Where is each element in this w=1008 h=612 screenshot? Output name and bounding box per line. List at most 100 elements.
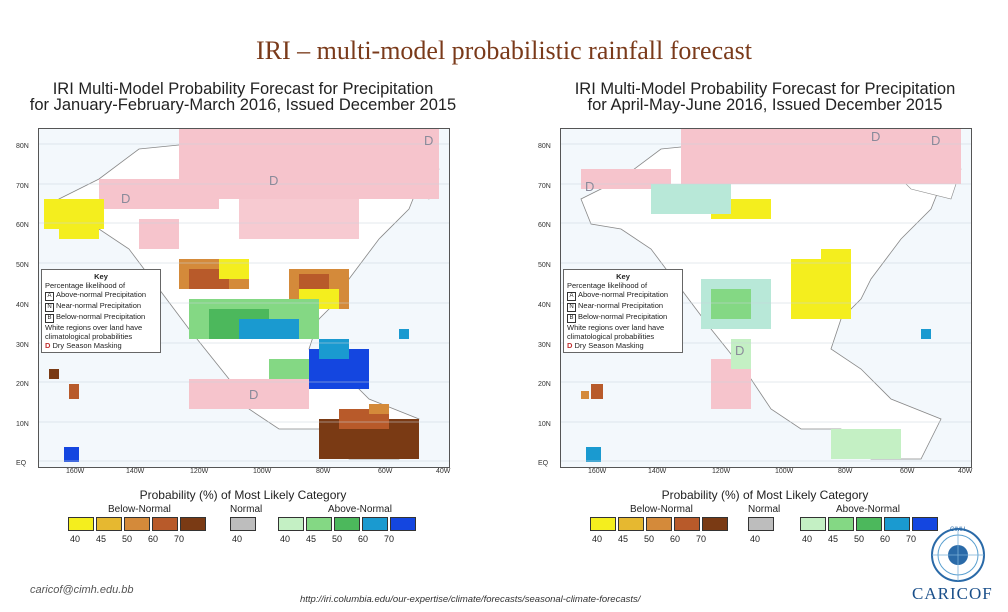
- lat-label: 10N: [538, 421, 551, 428]
- lon-label: 160W: [588, 468, 607, 475]
- lat-label: 70N: [16, 183, 29, 190]
- forecast-panel-amj: IRI Multi-Model Probability Forecast for…: [530, 76, 1000, 556]
- dry-mask-letter: D: [735, 343, 745, 358]
- legend-swatch: [124, 517, 150, 531]
- legend-normal-label: Normal: [748, 504, 781, 515]
- legend-title: Probability (%) of Most Likely Category: [139, 488, 347, 502]
- legend-tick: 50: [122, 534, 133, 544]
- key-white-note-2: climatological probabilities: [567, 332, 655, 341]
- legend-tick: 50: [644, 534, 655, 544]
- key-d-letter: D: [45, 341, 51, 350]
- key-dry-label: Dry Season Masking: [574, 341, 644, 350]
- lat-label: 50N: [16, 262, 29, 269]
- lat-label: EQ: [538, 460, 549, 467]
- key-title: Key: [94, 272, 108, 281]
- dry-mask-letter: D: [249, 387, 259, 402]
- lon-label: 40W: [958, 468, 973, 475]
- legend-swatch: [618, 517, 644, 531]
- lat-label: 10N: [16, 421, 29, 428]
- legend-tick: 40: [70, 534, 81, 544]
- key-a-box: A: [567, 292, 576, 301]
- key-b-box: B: [567, 314, 576, 323]
- lon-label: 140W: [648, 468, 667, 475]
- lon-label: 160W: [66, 468, 85, 475]
- lon-label: 120W: [712, 468, 731, 475]
- globe-icon: [931, 528, 985, 582]
- legend-swatch: [278, 517, 304, 531]
- legend-tick: 40: [750, 534, 761, 544]
- legend-below-label: Below-Normal: [108, 504, 171, 515]
- lat-label: 40N: [538, 302, 551, 309]
- cimh-logo: CIMH: [918, 525, 998, 607]
- legend-swatch: [180, 517, 206, 531]
- legend-normal-swatches: [748, 517, 776, 531]
- source-url[interactable]: http://iri.columbia.edu/our-expertise/cl…: [300, 594, 641, 605]
- caricof-logo: CARICOF: [912, 584, 993, 603]
- map-canvas: [561, 129, 971, 462]
- key-white-note-1: White regions over land have: [567, 323, 665, 332]
- legend-tick: 40: [802, 534, 813, 544]
- lon-label: 80W: [316, 468, 331, 475]
- legend-title: Probability (%) of Most Likely Category: [661, 488, 869, 502]
- legend-tick: 45: [618, 534, 629, 544]
- map-canvas: [39, 129, 449, 462]
- legend-swatch: [856, 517, 882, 531]
- legend-swatch: [828, 517, 854, 531]
- legend-swatch: [800, 517, 826, 531]
- lat-label: 30N: [538, 342, 551, 349]
- lat-label: 80N: [16, 143, 29, 150]
- map-key: Key Percentage likelihood of A Above-norm…: [563, 269, 683, 353]
- forecast-map-jfm: D D D D Key Percentage likelihood of A Ab…: [38, 128, 450, 468]
- key-white-note-2: climatological probabilities: [45, 332, 133, 341]
- legend-tick: 45: [306, 534, 317, 544]
- lat-label: EQ: [16, 460, 27, 467]
- legend-tick: 70: [906, 534, 917, 544]
- dry-mask-letter: D: [585, 179, 595, 194]
- legend-below-label: Below-Normal: [630, 504, 693, 515]
- legend-swatch: [912, 517, 938, 531]
- map-title-line1: IRI Multi-Model Probability Forecast for…: [574, 80, 956, 98]
- key-n-box: N: [45, 303, 54, 312]
- map-title-line2: for April-May-June 2016, Issued December…: [587, 96, 943, 114]
- lon-label: 40W: [436, 468, 451, 475]
- legend-tick: 40: [232, 534, 243, 544]
- key-below-label: Below-normal Precipitation: [56, 312, 146, 321]
- map-title-line2: for January-February-March 2016, Issued …: [29, 96, 457, 114]
- lat-label: 60N: [16, 222, 29, 229]
- legend-swatch: [748, 517, 774, 531]
- contact-email[interactable]: caricof@cimh.edu.bb: [30, 584, 134, 596]
- legend-swatch: [590, 517, 616, 531]
- key-subtitle: Percentage likelihood of: [567, 281, 648, 290]
- legend-tick: 70: [696, 534, 707, 544]
- legend-swatch: [674, 517, 700, 531]
- legend-normal-label: Normal: [230, 504, 263, 515]
- legend-below-swatches: [590, 517, 730, 531]
- legend-tick: 45: [828, 534, 839, 544]
- key-b-box: B: [45, 314, 54, 323]
- legend-above-swatches: [800, 517, 940, 531]
- legend-swatch: [390, 517, 416, 531]
- legend-tick: 60: [148, 534, 159, 544]
- legend-swatch: [334, 517, 360, 531]
- legend-tick: 50: [332, 534, 343, 544]
- legend-swatch: [362, 517, 388, 531]
- lon-label: 100W: [253, 468, 272, 475]
- map-key: Key Percentage likelihood of A Above-norm…: [41, 269, 161, 353]
- dry-mask-letter: D: [424, 133, 434, 148]
- legend-tick: 60: [670, 534, 681, 544]
- legend-tick: 45: [96, 534, 107, 544]
- map-title-line1: IRI Multi-Model Probability Forecast for…: [52, 80, 434, 98]
- key-subtitle: Percentage likelihood of: [45, 281, 126, 290]
- legend-tick: 40: [280, 534, 291, 544]
- key-near-label: Near-normal Precipitation: [578, 301, 664, 310]
- key-near-label: Near-normal Precipitation: [56, 301, 142, 310]
- legend-tick: 70: [384, 534, 395, 544]
- cimh-label: CIMH: [950, 527, 966, 533]
- key-title: Key: [616, 272, 630, 281]
- key-d-letter: D: [567, 341, 573, 350]
- forecast-map-amj: D D D D Key Percentage likelihood of A Ab…: [560, 128, 972, 468]
- lon-label: 140W: [126, 468, 145, 475]
- key-white-note-1: White regions over land have: [45, 323, 143, 332]
- lon-label: 120W: [190, 468, 209, 475]
- legend-tick: 70: [174, 534, 185, 544]
